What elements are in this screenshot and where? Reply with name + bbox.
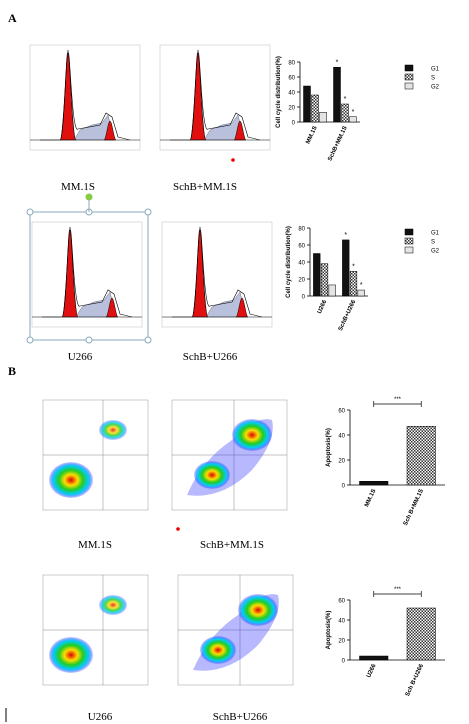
- caption: MM.1S: [61, 181, 95, 193]
- x-tick-label: SchB+U266: [338, 299, 358, 332]
- y-tick-label: 20: [298, 278, 305, 284]
- y-tick-label: 40: [338, 434, 345, 440]
- image-layout: [5, 44, 294, 722]
- caption: MM.1S: [78, 539, 112, 551]
- bar: [342, 239, 350, 297]
- bar: [349, 271, 358, 297]
- bar: [349, 116, 357, 123]
- bar: [303, 85, 311, 123]
- significance-mark: *: [344, 96, 347, 103]
- y-tick-label: 40: [288, 91, 295, 97]
- caption: U266: [88, 711, 113, 723]
- y-tick-label: 0: [342, 659, 346, 665]
- bar: [319, 112, 327, 123]
- legend-swatch: [404, 64, 414, 72]
- y-tick-label: 60: [338, 409, 345, 415]
- bar: [313, 253, 321, 297]
- caption: SchB+MM.1S: [200, 539, 264, 551]
- y-tick-label: 0: [342, 484, 346, 490]
- y-tick-label: 60: [298, 244, 305, 250]
- legend-swatch: [404, 82, 414, 90]
- panel-label: A: [8, 11, 17, 25]
- significance-mark: *: [336, 59, 339, 66]
- x-tick-label: MM.1S: [305, 125, 318, 145]
- y-tick-label: 40: [298, 261, 305, 267]
- legend-label: G2: [431, 249, 440, 255]
- y-tick-label: 60: [338, 599, 345, 605]
- significance-mark: *: [360, 282, 363, 289]
- x-tick-label: Sch B+U266: [405, 663, 425, 698]
- legend-swatch: [404, 237, 414, 245]
- bar: [406, 607, 436, 661]
- legend-label: S: [431, 240, 435, 246]
- panel-label: B: [8, 364, 16, 378]
- x-tick-label: U266: [317, 299, 329, 315]
- y-tick-label: 80: [288, 61, 295, 67]
- y-tick-label: 40: [338, 619, 345, 625]
- legend-label: G2: [431, 85, 440, 91]
- legend-swatch: [404, 228, 414, 236]
- y-tick-label: 80: [298, 227, 305, 233]
- caption: SchB+U266: [213, 711, 268, 723]
- legend-label: G1: [431, 67, 440, 73]
- bar: [333, 67, 341, 123]
- legend-swatch: [404, 73, 414, 81]
- significance-mark: ***: [394, 587, 402, 593]
- y-tick-label: 0: [292, 121, 296, 127]
- bar: [320, 263, 329, 297]
- significance-mark: *: [352, 263, 355, 270]
- x-tick-label: Sch B+MM.1S: [403, 488, 425, 526]
- caption: U266: [68, 351, 93, 363]
- y-tick-label: 20: [338, 459, 345, 465]
- caption: SchB+MM.1S: [173, 181, 237, 193]
- significance-mark: *: [344, 232, 347, 239]
- y-axis-label: Cell cycle distribution(%): [276, 56, 282, 128]
- y-axis-label: Apoptosis(%): [326, 611, 332, 650]
- y-axis-label: Apoptosis(%): [326, 428, 332, 467]
- bar: [341, 103, 349, 123]
- bar: [359, 481, 389, 486]
- y-tick-label: 0: [302, 295, 306, 301]
- x-tick-label: SchB+MM.1S: [327, 125, 348, 162]
- bar: [359, 655, 389, 661]
- x-tick-label: MM.1S: [364, 488, 377, 508]
- caption: SchB+U266: [183, 351, 238, 363]
- legend-label: G1: [431, 231, 440, 237]
- x-tick-label: U266: [366, 663, 378, 679]
- y-tick-label: 20: [288, 106, 295, 112]
- bar: [311, 94, 319, 123]
- y-tick-label: 60: [288, 76, 295, 82]
- bar: [357, 289, 365, 297]
- bar: [406, 426, 436, 486]
- legend-label: S: [431, 76, 435, 82]
- y-axis-label: Cell cycle distribution(%): [286, 226, 292, 298]
- legend-swatch: [404, 246, 414, 254]
- y-tick-label: 20: [338, 639, 345, 645]
- bar: [328, 284, 336, 297]
- significance-mark: *: [352, 109, 355, 116]
- significance-mark: ***: [394, 397, 402, 403]
